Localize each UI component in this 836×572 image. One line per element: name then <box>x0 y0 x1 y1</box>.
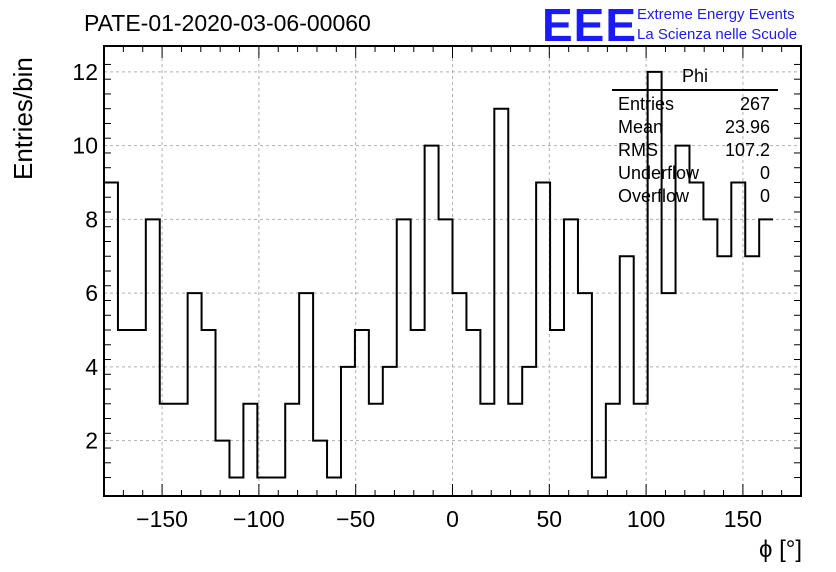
histogram-bin <box>313 441 327 496</box>
histogram-bin <box>731 182 745 496</box>
histogram-bin <box>453 293 467 496</box>
run-title: PATE-01-2020-03-06-00060 <box>84 10 371 36</box>
stats-label: Overflow <box>618 186 690 206</box>
histogram-bin <box>689 182 703 496</box>
stats-label: Mean <box>618 117 664 137</box>
histogram-bin <box>717 256 731 496</box>
stats-label: RMS <box>618 140 658 160</box>
histogram-bin <box>411 330 425 496</box>
eee-logo: EEE <box>542 0 638 51</box>
y-tick-label: 6 <box>85 280 98 306</box>
histogram-bin <box>397 219 411 496</box>
histogram-bin <box>188 293 202 496</box>
stats-label: Underflow <box>618 163 700 183</box>
histogram-bin <box>160 404 174 496</box>
histogram-bin <box>104 182 118 496</box>
histogram-outline <box>104 70 774 479</box>
stats-value: 267 <box>739 94 770 114</box>
histogram-bin <box>466 330 480 496</box>
histogram-bin <box>299 293 313 496</box>
stats-row-entries: Entries 267 <box>612 93 778 116</box>
y-tick-label: 12 <box>72 59 98 85</box>
tick-labels: −150 −100 −50 0 50 100 150 2 4 6 8 10 12 <box>72 59 762 532</box>
stats-box: Phi Entries 267 Mean 23.96 RMS 107.2 Und… <box>612 66 778 208</box>
histogram-bin <box>662 293 676 496</box>
y-tick-label: 4 <box>85 354 98 380</box>
histogram-bin <box>634 404 648 496</box>
x-tick-label: 100 <box>627 506 665 532</box>
x-tick-label: −50 <box>336 506 375 532</box>
x-tick-label: −150 <box>136 506 188 532</box>
histogram-bin <box>216 441 230 496</box>
y-tick-label: 2 <box>85 428 98 454</box>
histogram-bin <box>146 219 160 496</box>
histogram-bin <box>257 478 271 496</box>
histogram-bin <box>745 256 759 496</box>
stats-value: 0 <box>759 186 770 206</box>
logo-tagline-2: La Scienza nelle Scuole <box>637 26 798 43</box>
x-tick-label: 0 <box>446 506 459 532</box>
histogram-bin <box>578 293 592 496</box>
stats-value: 0 <box>759 163 770 183</box>
histogram-bin <box>522 367 536 496</box>
histogram-bin <box>759 219 773 496</box>
histogram-bin <box>508 404 522 496</box>
x-tick-label: 50 <box>537 506 563 532</box>
histogram-bin <box>383 367 397 496</box>
histogram-bin <box>229 478 243 496</box>
histogram-bin <box>174 404 188 496</box>
stats-title: Phi <box>612 66 778 91</box>
histogram-bin <box>439 219 453 496</box>
histogram-bin <box>620 256 634 496</box>
histogram-bin <box>369 404 383 496</box>
histogram-bin <box>494 109 508 496</box>
stats-row-mean: Mean 23.96 <box>612 116 778 139</box>
histogram-bin <box>550 330 564 496</box>
histogram-bin <box>327 478 341 496</box>
axis-ticks <box>103 46 802 496</box>
histogram-bin <box>592 478 606 496</box>
histogram-bin <box>355 330 369 496</box>
y-tick-label: 10 <box>72 133 98 159</box>
stats-value: 23.96 <box>724 117 770 137</box>
y-axis-label: Entries/bin <box>8 57 38 180</box>
histogram-bin <box>285 404 299 496</box>
histogram-bin <box>243 404 257 496</box>
stats-value: 107.2 <box>724 140 770 160</box>
histogram-bin <box>118 330 132 496</box>
histogram-bin <box>202 330 216 496</box>
histogram-bin <box>703 219 717 496</box>
x-tick-label: −100 <box>233 506 285 532</box>
histogram-bin <box>425 146 439 496</box>
stats-label: Entries <box>618 94 675 114</box>
stats-row-rms: RMS 107.2 <box>612 139 778 162</box>
logo-tagline-1: Extreme Energy Events <box>637 6 795 23</box>
histogram-bin <box>564 219 578 496</box>
y-tick-label: 8 <box>85 206 98 232</box>
stats-row-underflow: Underflow 0 <box>612 162 778 185</box>
histogram-bin <box>132 330 146 496</box>
histogram-bin <box>341 367 355 496</box>
histogram-bin <box>536 182 550 496</box>
histogram-bin <box>606 404 620 496</box>
x-tick-label: 150 <box>724 506 762 532</box>
x-axis-label: ϕ [°] <box>758 536 802 563</box>
histogram-bin <box>480 404 494 496</box>
stats-row-overflow: Overflow 0 <box>612 185 778 208</box>
histogram-bars <box>104 70 774 496</box>
